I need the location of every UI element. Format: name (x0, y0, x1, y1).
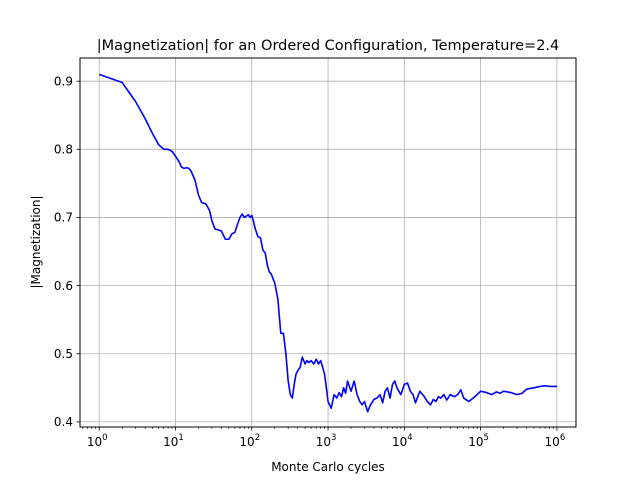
x-tick-exponent: 2 (255, 433, 260, 443)
y-axis-label: |Magnetization| (29, 195, 43, 288)
x-tick-label: 104 (392, 433, 413, 449)
y-tick-label: 0.7 (54, 211, 73, 225)
series-layer (98, 73, 557, 413)
x-tick-exponent: 1 (178, 433, 183, 443)
x-tick-exponent: 3 (331, 433, 336, 443)
y-tick-label: 0.9 (54, 74, 73, 88)
x-tick-base: 10 (468, 435, 483, 449)
y-tick-label: 0.6 (54, 279, 73, 293)
x-tick-exponent: 0 (102, 433, 107, 443)
y-tick-label: 0.5 (54, 347, 73, 361)
x-tick-base: 10 (163, 435, 178, 449)
x-tick-base: 10 (545, 435, 560, 449)
x-tick-label: 103 (316, 433, 337, 449)
x-tick-base: 10 (316, 435, 331, 449)
x-tick-base: 10 (239, 435, 254, 449)
x-tick-label: 102 (239, 433, 260, 449)
series-line (98, 73, 557, 413)
y-tick-label: 0.8 (54, 143, 73, 157)
x-tick-exponent: 4 (407, 433, 412, 443)
x-axis-label: Monte Carlo cycles (271, 460, 385, 474)
y-tick-label: 0.4 (54, 415, 73, 429)
x-tick-base: 10 (392, 435, 407, 449)
x-tick-exponent: 5 (484, 433, 489, 443)
x-tick-label: 105 (468, 433, 489, 449)
x-tick-exponent: 6 (560, 433, 565, 443)
x-tick-label: 106 (545, 433, 566, 449)
chart-title: |Magnetization| for an Ordered Configura… (97, 38, 560, 54)
x-tick-label: 101 (163, 433, 184, 449)
x-tick-base: 10 (87, 435, 102, 449)
x-tick-label: 100 (87, 433, 108, 449)
